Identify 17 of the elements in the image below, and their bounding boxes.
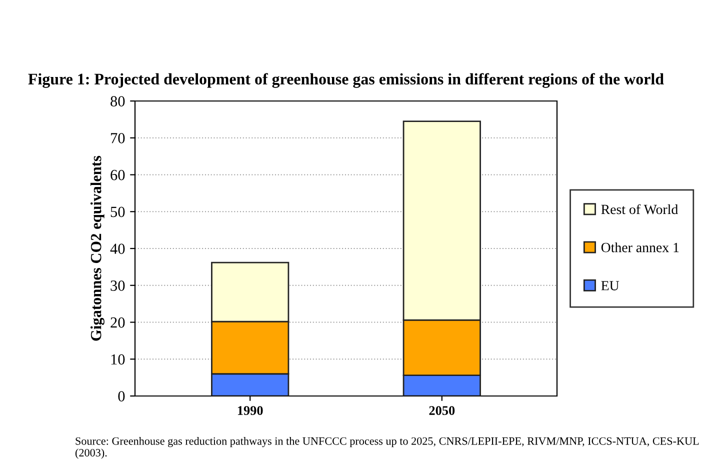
y-tick-label: 70 [111, 133, 125, 144]
chart-title: Figure 1: Projected development of greenhouse gas emissions in different regions of the world [28, 73, 664, 88]
y-tick-label: 80 [110, 96, 125, 106]
y-tick-label: 50 [110, 206, 125, 218]
legend-label: Other annex 1 [601, 242, 679, 252]
y-axis-title: Gigatonnes CO2 equivalents [90, 156, 104, 341]
y-tick-label: 30 [110, 280, 125, 291]
legend-label: EU [601, 281, 620, 290]
y-tick-label: 40 [110, 244, 125, 254]
legend-label: Rest of World [601, 204, 678, 214]
y-tick-label: 60 [110, 170, 125, 180]
x-tick-label: 2050 [429, 406, 455, 416]
x-tick-label: 1990 [238, 406, 263, 416]
y-tick-label: 0 [118, 391, 125, 402]
y-tick-label: 10 [111, 354, 125, 365]
source-note: Source: Greenhouse gas reduction pathways in the UNFCCC process up to 2025, CNRS/LEPII-EPE, RIVM/MNP, ICCS-NTUA, CES-KUL (2003). [75, 437, 699, 459]
y-tick-label: 20 [110, 317, 125, 328]
